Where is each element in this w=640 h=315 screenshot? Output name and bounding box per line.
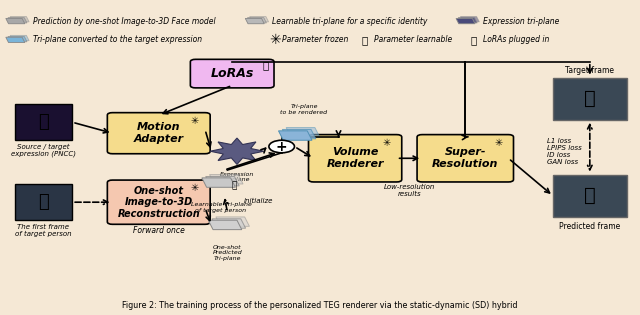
Polygon shape [212,219,246,228]
Text: Forward once: Forward once [133,226,185,236]
Text: LoRAs: LoRAs [211,67,254,80]
FancyBboxPatch shape [108,113,210,154]
Text: 🧑: 🧑 [38,193,49,211]
Polygon shape [6,37,25,43]
Text: +: + [276,140,287,153]
FancyBboxPatch shape [553,77,627,120]
Polygon shape [456,18,475,24]
Text: 🧑: 🧑 [584,89,596,108]
Text: Tri-plane converted to the target expression: Tri-plane converted to the target expres… [33,35,202,44]
Polygon shape [6,18,25,24]
Text: 🌈: 🌈 [38,113,49,131]
Polygon shape [458,18,477,23]
Text: L1 loss
LPIPS loss
ID loss
GAN loss: L1 loss LPIPS loss ID loss GAN loss [547,138,582,165]
Text: Motion
Adapter: Motion Adapter [134,123,184,144]
Text: ✳: ✳ [191,116,199,126]
Text: Source / target: Source / target [17,144,70,150]
Polygon shape [10,17,29,22]
FancyBboxPatch shape [15,184,72,220]
FancyBboxPatch shape [15,104,72,140]
Text: LoRAs plugged in: LoRAs plugged in [483,35,549,44]
Polygon shape [209,175,243,184]
Text: 🔥: 🔥 [362,35,368,45]
Polygon shape [278,131,312,140]
Polygon shape [202,178,236,187]
Text: 🔥: 🔥 [231,181,236,190]
Text: Predicted frame: Predicted frame [559,222,620,231]
FancyBboxPatch shape [308,135,402,182]
Text: Super-
Resolution: Super- Resolution [432,147,499,169]
Text: Parameter learnable: Parameter learnable [374,35,452,44]
Text: expression (PNCC): expression (PNCC) [11,151,76,158]
Text: Learnable Tri-plane
of target person: Learnable Tri-plane of target person [191,202,252,213]
Circle shape [269,140,294,153]
Text: of target person: of target person [15,231,72,237]
FancyBboxPatch shape [108,180,210,224]
Polygon shape [460,17,479,22]
Text: 🔥: 🔥 [262,60,269,71]
Text: One-shot
Predicted
Tri-plane: One-shot Predicted Tri-plane [212,245,243,261]
Polygon shape [250,17,269,22]
Polygon shape [10,35,29,41]
Text: Tri-plane
to be rendered: Tri-plane to be rendered [280,104,328,115]
Text: One-shot
Image-to-3D
Reconstruction: One-shot Image-to-3D Reconstruction [117,186,200,219]
Text: The first frame: The first frame [17,224,70,230]
Polygon shape [208,220,242,230]
Text: 🔌: 🔌 [470,35,476,45]
Polygon shape [245,18,264,24]
Text: Figure 2: The training process of the personalized TEG renderer via the static-d: Figure 2: The training process of the pe… [122,301,518,310]
Text: initialize: initialize [243,198,273,203]
Text: ✳: ✳ [191,183,199,193]
Polygon shape [8,18,27,23]
Text: Learnable tri-plane for a specific identity: Learnable tri-plane for a specific ident… [272,17,428,26]
Text: Expression tri-plane: Expression tri-plane [483,17,559,26]
Text: ✳: ✳ [382,138,390,148]
FancyBboxPatch shape [553,175,627,217]
Polygon shape [210,138,264,164]
Text: Parameter frozen: Parameter frozen [282,35,348,44]
Polygon shape [282,129,316,139]
Text: ✳: ✳ [269,33,280,47]
Text: Prediction by one-shot Image-to-3D Face model: Prediction by one-shot Image-to-3D Face … [33,17,215,26]
FancyBboxPatch shape [417,135,513,182]
Polygon shape [205,176,239,186]
Text: Expression
Tri-plane: Expression Tri-plane [220,172,254,182]
Text: Low-resolution
results: Low-resolution results [384,184,435,197]
Text: ✳: ✳ [494,138,502,148]
Polygon shape [286,128,320,137]
FancyBboxPatch shape [190,59,274,88]
Text: 🧑: 🧑 [584,186,596,205]
Polygon shape [248,18,266,23]
Polygon shape [216,217,250,226]
Text: Target frame: Target frame [565,66,614,75]
Text: Volume
Renderer: Volume Renderer [326,147,384,169]
Polygon shape [8,37,27,42]
